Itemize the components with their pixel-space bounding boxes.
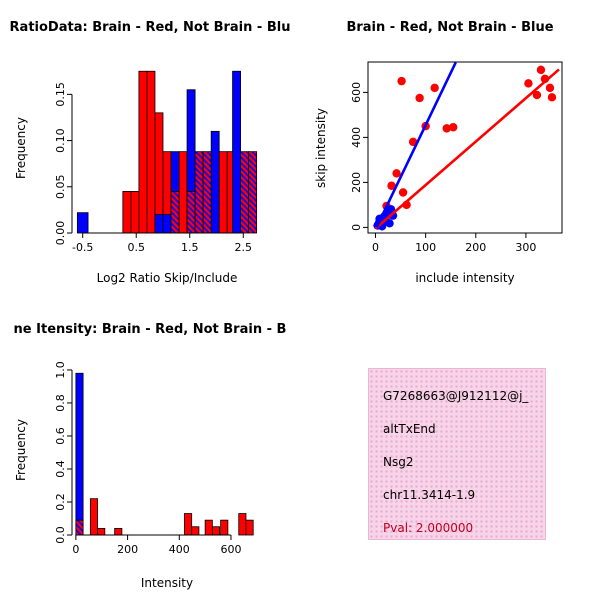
hist-bar-brain	[114, 527, 123, 536]
hist-bar-overlap	[248, 151, 258, 234]
hist-bar-brain	[245, 519, 254, 536]
y-tick-label: 0.05	[54, 175, 67, 200]
x-tick-label: 1.5	[181, 241, 199, 254]
gene-intensity-histogram-panel: 0 200 400 600 0.0 0.2 0.4 0.6 0.8 1.0 ne Itensity…	[0, 300, 300, 600]
hist-bar-not_brain	[75, 372, 84, 536]
y-tick-label: 0.2	[54, 493, 67, 511]
hist-bar-not_brain	[162, 214, 172, 234]
gene-intensity-histogram-plot: 0 200 400 600 0.0 0.2 0.4 0.6 0.8 1.0	[54, 361, 254, 556]
gene-name: Nsg2	[383, 455, 414, 469]
axes	[363, 61, 563, 238]
x-tick-label: 0	[372, 241, 379, 254]
intensity-scatter-plot: 0 100 200 300 0 200 400 600	[350, 61, 563, 254]
ratio-histogram-plot: -0.5 0.5 1.5 2.5 0.00 0.05 0.10 0.15	[54, 70, 258, 254]
hist-bar-brain	[204, 519, 213, 536]
y-tick-label: 0.15	[54, 82, 67, 107]
gene-intensity-histogram-xlabel: Intensity	[140, 576, 194, 590]
gene-intensity-histogram-title: ne Itensity: Brain - Red, Not Brain - B	[13, 322, 287, 337]
y-tick-label: 600	[350, 82, 363, 103]
hist-bar-brain	[130, 191, 140, 234]
hist-bar-overlap	[75, 519, 84, 536]
axes	[67, 93, 244, 238]
x-tick-label: 2.5	[235, 241, 253, 254]
pval: Pval: 2.000000	[383, 521, 474, 535]
x-tick-label: 100	[415, 241, 436, 254]
ratio-histogram-ylabel: Frequency	[14, 117, 28, 179]
y-tick-label: 400	[350, 127, 363, 148]
y-tick-label: 0.0	[54, 526, 67, 544]
hist-bar-overlap	[186, 191, 196, 234]
hist-bar-not_brain	[232, 70, 241, 234]
ratio-histogram-xlabel: Log2 Ratio Skip/Include	[96, 271, 238, 285]
x-tick-label: -0.5	[72, 241, 93, 254]
y-tick-label: 0.6	[54, 427, 67, 445]
y-tick-label: 0.10	[54, 128, 67, 153]
event-type: altTxEnd	[383, 422, 436, 436]
hist-bar-brain	[146, 70, 156, 234]
event-info-panel: G7268663@J912112@j_ altTxEnd Nsg2 chr11.…	[300, 300, 600, 600]
locus: chr11.3414-1.9	[383, 488, 476, 502]
ratio-histogram-title: RatioData: Brain - Red, Not Brain - Blu	[9, 20, 291, 35]
y-tick-label: 0	[350, 224, 363, 231]
ratio-histogram-panel: -0.5 0.5 1.5 2.5 0.00 0.05 0.10 0.15 RatioData:…	[0, 0, 300, 300]
hist-bar-brain	[97, 527, 106, 536]
x-tick-label: 600	[220, 543, 241, 556]
brain-fit-line	[374, 68, 560, 230]
hist-bar-brain	[218, 151, 228, 234]
intensity-scatter-title: Brain - Red, Not Brain - Blue	[346, 20, 554, 35]
x-tick-label: 200	[117, 543, 138, 556]
hist-bar-not_brain	[154, 214, 164, 234]
x-tick-label: 200	[465, 241, 486, 254]
hist-bar-overlap	[194, 151, 204, 234]
hist-bar-overlap	[202, 151, 212, 234]
hist-bar-not_brain	[210, 130, 220, 234]
hist-bar-brain	[238, 513, 247, 536]
event-info-box: G7268663@J912112@j_ altTxEnd Nsg2 chr11.…	[368, 368, 546, 540]
hist-bar-not_brain	[76, 212, 89, 234]
hist-bar-brain	[184, 513, 193, 536]
y-tick-label: 0.8	[54, 394, 67, 412]
x-tick-label: 0	[72, 543, 79, 556]
y-tick-label: 0.4	[54, 460, 67, 478]
hist-bar-overlap	[240, 151, 250, 234]
y-tick-label: 200	[350, 172, 363, 193]
histogram-bars	[75, 372, 254, 536]
axes	[67, 369, 232, 540]
y-tick-label: 0.00	[54, 221, 67, 246]
intensity-scatter-ylabel: skip intensity	[314, 108, 328, 188]
brain-points	[382, 65, 557, 211]
hist-bar-overlap	[170, 191, 180, 234]
intensity-scatter-xlabel: include intensity	[415, 271, 515, 285]
y-tick-label: 1.0	[54, 361, 67, 379]
event-id: G7268663@J912112@j_	[383, 389, 529, 403]
hist-bar-brain	[220, 519, 229, 536]
not_brain-fit-line	[375, 61, 457, 228]
hist-bar-brain	[122, 191, 132, 234]
gene-intensity-histogram-ylabel: Frequency	[14, 419, 28, 481]
histogram-bars	[76, 70, 258, 234]
intensity-scatter-panel: 0 100 200 300 0 200 400 600 Brain - Red, Not Br…	[300, 0, 600, 300]
hist-bar-brain	[191, 526, 200, 536]
x-tick-label: 0.5	[127, 241, 145, 254]
x-tick-label: 400	[169, 543, 190, 556]
hist-bar-brain	[211, 526, 221, 536]
hist-bar-brain	[138, 70, 148, 234]
x-tick-label: 300	[515, 241, 536, 254]
hist-bar-brain	[178, 151, 188, 234]
hist-bar-brain	[89, 498, 98, 536]
